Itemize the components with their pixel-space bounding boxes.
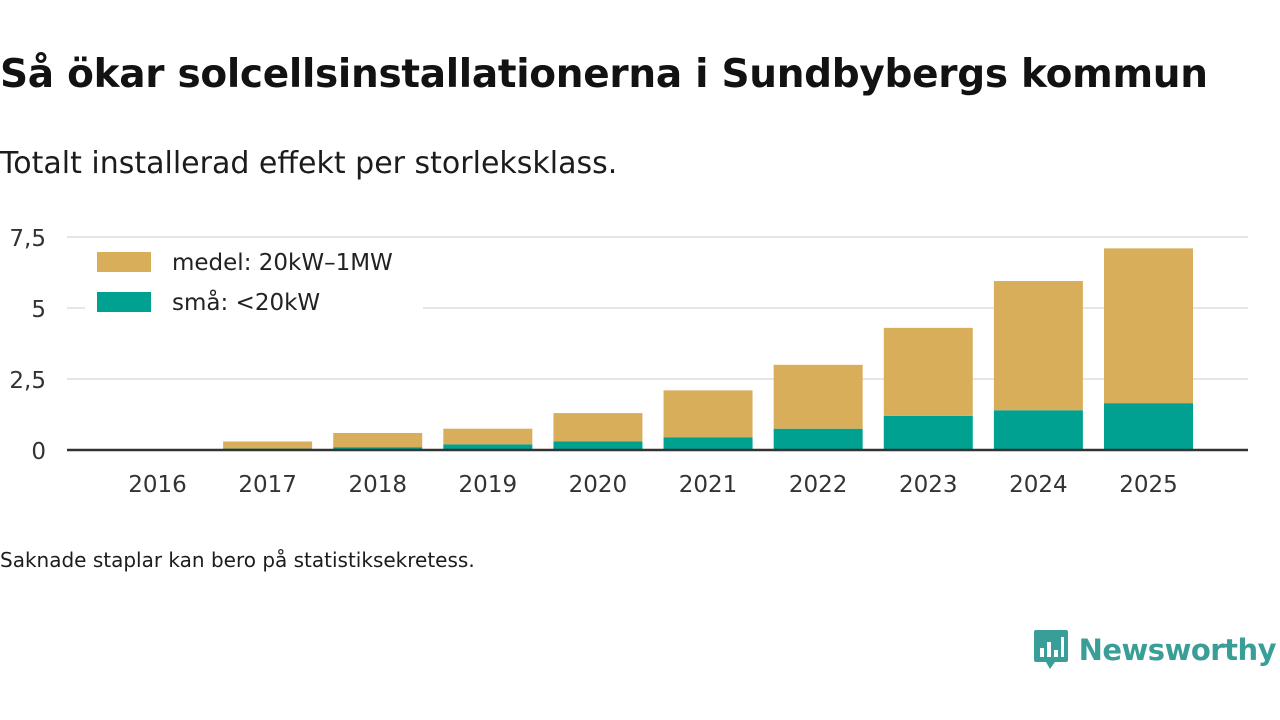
bar-medel bbox=[993, 281, 1083, 411]
y-tick-label: 5 bbox=[31, 297, 46, 323]
bar-medel bbox=[443, 428, 533, 445]
bar-medel bbox=[1104, 248, 1193, 404]
bar-sma bbox=[333, 447, 423, 450]
bar-medel bbox=[663, 390, 753, 438]
x-tick-label: 2022 bbox=[789, 472, 848, 498]
x-tick-label: 2020 bbox=[569, 472, 628, 498]
bar-sma bbox=[443, 444, 533, 450]
footnote: Saknade staplar kan bero på statistiksek… bbox=[0, 548, 475, 572]
legend-label: små: <20kW bbox=[172, 288, 320, 316]
x-tick-label: 2018 bbox=[348, 472, 407, 498]
bar-medel bbox=[553, 413, 643, 442]
x-tick-label: 2016 bbox=[128, 472, 187, 498]
x-tick-label: 2019 bbox=[459, 472, 518, 498]
brand-name: Newsworthy bbox=[1078, 633, 1277, 667]
legend-swatch bbox=[97, 252, 151, 272]
bar-sma bbox=[1104, 403, 1193, 450]
chart-subtitle: Totalt installerad effekt per storlekskl… bbox=[0, 146, 618, 181]
legend-swatch bbox=[97, 292, 151, 312]
brand-logo[interactable]: Newsworthy bbox=[1033, 628, 1277, 672]
x-tick-label: 2023 bbox=[899, 472, 958, 498]
x-tick-label: 2021 bbox=[679, 472, 738, 498]
chart-title: Så ökar solcellsinstallationerna i Sundb… bbox=[0, 52, 1208, 97]
stacked-bar-chart: 0 2,5 5 7,5 2016 2017 2018 2019 2020 2021 2022 2023… bbox=[9, 226, 1248, 498]
y-tick-label: 2,5 bbox=[9, 368, 46, 394]
bar-sma bbox=[993, 410, 1083, 450]
bar-sma bbox=[773, 428, 863, 450]
bar-sma bbox=[553, 441, 643, 450]
bar-sma bbox=[883, 415, 973, 450]
bar-sma bbox=[663, 437, 753, 450]
x-tick-label: 2017 bbox=[238, 472, 297, 498]
y-tick-label: 0 bbox=[31, 439, 46, 465]
bar-medel bbox=[333, 432, 423, 448]
bar-medel bbox=[773, 364, 863, 429]
bar-medel bbox=[883, 327, 973, 416]
newsworthy-logo-icon bbox=[1033, 630, 1068, 669]
x-tick-label: 2025 bbox=[1119, 472, 1178, 498]
y-tick-label: 7,5 bbox=[9, 226, 46, 252]
x-tick-label: 2024 bbox=[1009, 472, 1068, 498]
legend-label: medel: 20kW–1MW bbox=[172, 250, 393, 276]
bar-medel bbox=[223, 441, 313, 449]
